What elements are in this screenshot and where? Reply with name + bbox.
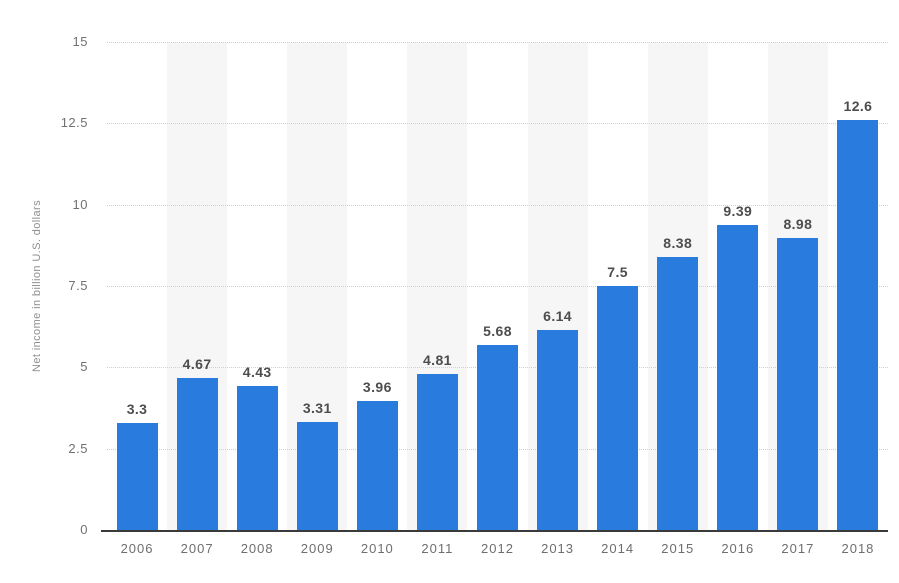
bar-value-label: 4.43: [242, 363, 272, 380]
x-tick-label-2012: 2012: [481, 541, 514, 556]
bar-2007: [176, 378, 218, 530]
y-tick-label: 7.5: [68, 278, 88, 293]
bar-value-label: 8.98: [783, 215, 813, 232]
x-tick-label-2009: 2009: [300, 541, 334, 556]
bar-2012: [477, 345, 518, 530]
x-tick-label-2017: 2017: [781, 541, 815, 556]
bar-value-label: 7.5: [607, 264, 628, 280]
x-tick-label-2011: 2011: [421, 541, 454, 556]
x-tick-label-2014: 2014: [601, 541, 635, 556]
y-tick-label: 2.5: [68, 440, 88, 456]
y-tick-label: 0: [80, 522, 88, 537]
bar-value-label: 12.6: [843, 98, 873, 115]
bar-2017: [777, 237, 819, 530]
bar-value-label: 3.3: [126, 400, 148, 417]
x-tick-label-2016: 2016: [721, 541, 755, 556]
bar-value-label: 3.31: [302, 400, 332, 417]
bar-2015: [657, 257, 699, 530]
bar-value-label: 4.81: [422, 351, 452, 368]
bar-2018: [837, 120, 879, 530]
bar-2009: [296, 422, 338, 530]
x-tick-label-2015: 2015: [661, 541, 695, 556]
bar-2014: [597, 286, 639, 530]
bar-value-label: 6.14: [543, 308, 572, 325]
gridline: [107, 42, 888, 43]
gridline: [107, 123, 888, 125]
bar-value-label: 4.67: [182, 356, 212, 373]
plot-area: 3.3 4.67 4.43 3.31 3.96 4.81 5.68 6.14 7.5 8.38 9.…: [101, 42, 888, 532]
y-tick-label: 5: [80, 359, 88, 375]
x-tick-label-2008: 2008: [240, 541, 274, 556]
bar-2013: [537, 330, 579, 530]
x-tick-label-2007: 2007: [180, 541, 214, 556]
bar-2016: [717, 224, 759, 530]
bar-2010: [356, 401, 398, 530]
x-tick-label-2006: 2006: [120, 541, 154, 556]
x-tick-label-2013: 2013: [541, 541, 575, 556]
bar-2006: [116, 422, 158, 530]
y-tick-label: 12.5: [60, 115, 88, 131]
x-tick-label-2010: 2010: [360, 541, 394, 556]
bar-2008: [236, 385, 278, 530]
bar-value-label: 3.96: [362, 379, 392, 396]
bar-2011: [416, 373, 458, 530]
x-tick-label-2018: 2018: [841, 541, 875, 556]
bar-value-label: 5.68: [483, 323, 512, 340]
bar-value-label: 8.38: [663, 235, 693, 252]
y-tick-label: 10: [72, 196, 88, 212]
x-axis-line: [101, 530, 888, 532]
gridline: [107, 286, 888, 287]
y-tick-label: 15: [72, 34, 88, 49]
bar-value-label: 9.39: [723, 202, 753, 219]
gridline: [107, 204, 888, 206]
